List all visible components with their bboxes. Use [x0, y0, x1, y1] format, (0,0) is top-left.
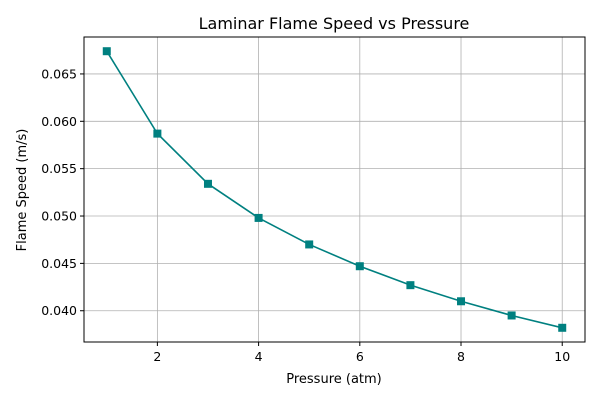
- y-tick-label: 0.065: [41, 66, 77, 81]
- x-axis-ticks: 2 4 6 8 10: [153, 342, 570, 364]
- y-tick-label: 0.060: [41, 114, 77, 129]
- data-point-marker: [355, 262, 364, 271]
- chart-title: Laminar Flame Speed vs Pressure: [199, 14, 470, 33]
- data-point-marker: [305, 240, 314, 249]
- data-point-marker: [102, 47, 111, 56]
- x-tick-label: 2: [153, 349, 161, 364]
- data-point-marker: [406, 281, 415, 290]
- x-tick-label: 10: [554, 349, 570, 364]
- x-tick-label: 8: [457, 349, 465, 364]
- y-tick-label: 0.050: [41, 209, 77, 224]
- x-tick-label: 4: [255, 349, 263, 364]
- y-axis-ticks: 0.040 0.045 0.050 0.055 0.060 0.065: [41, 66, 84, 318]
- x-axis-label: Pressure (atm): [286, 372, 382, 387]
- y-tick-label: 0.055: [41, 161, 77, 176]
- data-point-marker: [558, 323, 567, 332]
- y-tick-label: 0.045: [41, 256, 77, 271]
- data-point-marker: [457, 297, 466, 306]
- grid: [84, 37, 585, 342]
- data-point-marker: [507, 311, 516, 320]
- plot-area-frame: [83, 36, 586, 343]
- series-line: [106, 50, 563, 329]
- data-point-marker: [254, 213, 263, 222]
- series-markers: [102, 47, 567, 332]
- data-point-marker: [203, 179, 212, 188]
- x-tick-label: 6: [356, 349, 364, 364]
- y-tick-label: 0.040: [41, 303, 77, 318]
- series-lines: [106, 50, 563, 329]
- y-axis-label: Flame Speed (m/s): [15, 129, 30, 252]
- data-point-marker: [153, 129, 162, 138]
